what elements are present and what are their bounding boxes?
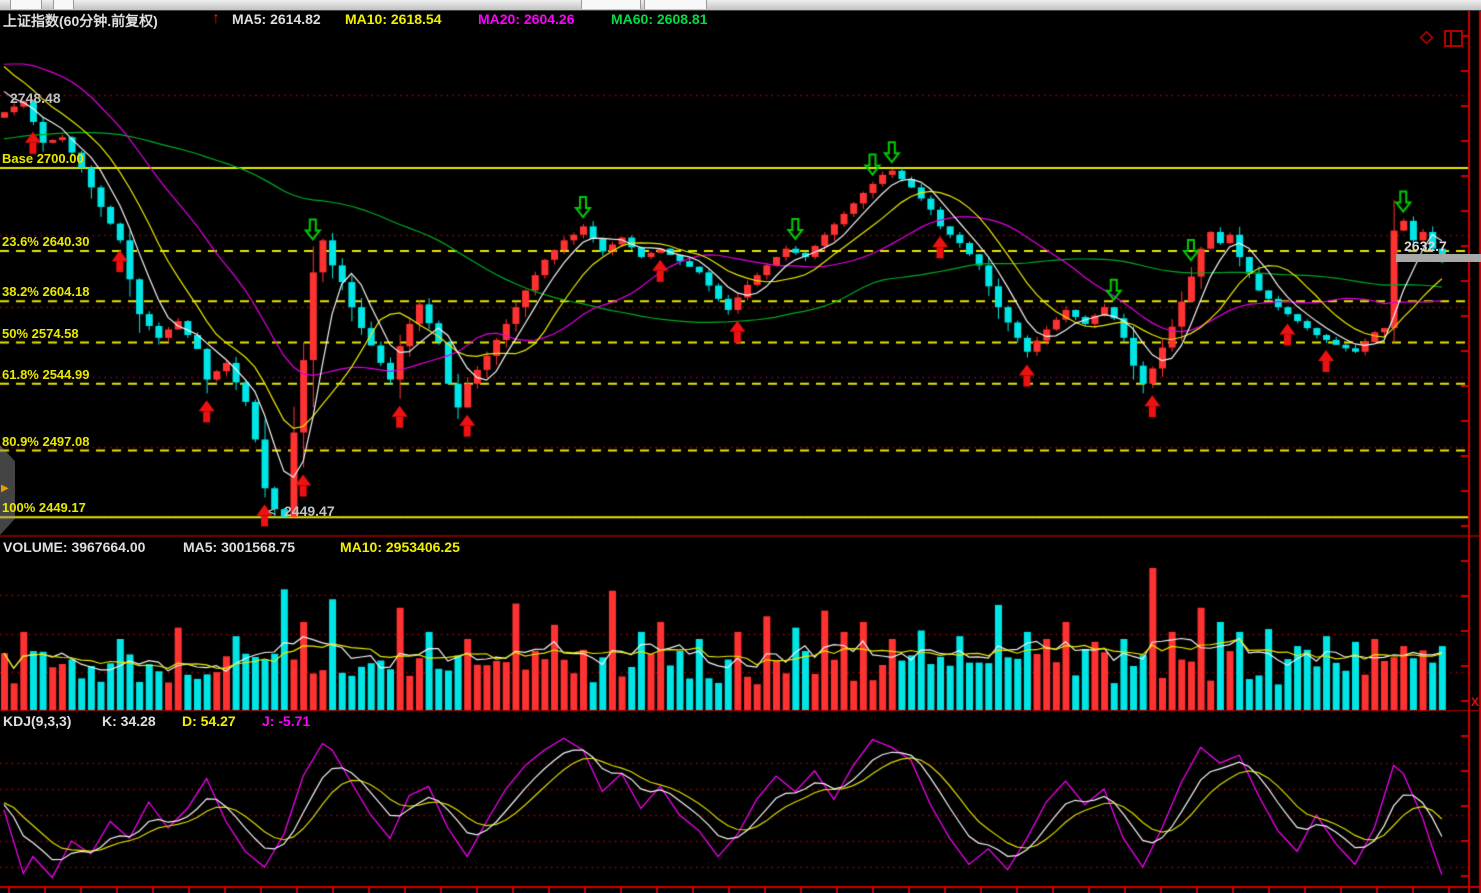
diamond-tool-icon[interactable]: ◇ bbox=[1420, 27, 1434, 46]
instrument-title: 上证指数(60分钟.前复权) bbox=[3, 13, 158, 29]
drawer-handle[interactable]: ▶ bbox=[0, 445, 15, 535]
fib-level-label: 100% 2449.17 bbox=[2, 500, 86, 516]
low-pointer-icon: < bbox=[268, 503, 277, 519]
ma10-value: MA10: 2618.54 bbox=[345, 11, 442, 27]
split-window-bar bbox=[1450, 32, 1452, 45]
volume-value: VOLUME: 3967664.00 bbox=[3, 539, 146, 555]
drawer-expand-icon: ▶ bbox=[1, 483, 9, 494]
window-titlebar-strip[interactable] bbox=[0, 0, 1481, 11]
fib-level-label: 50% 2574.58 bbox=[2, 325, 79, 341]
fib-level-label: Base 2700.00 bbox=[2, 150, 84, 166]
split-window-icon[interactable] bbox=[1444, 30, 1463, 47]
fib-level-label: 61.8% 2544.99 bbox=[2, 366, 90, 382]
kdj-d-value: D: 54.27 bbox=[182, 713, 236, 729]
volume-ma10-value: MA10: 2953406.25 bbox=[340, 539, 460, 555]
titlebar-tab[interactable] bbox=[644, 0, 707, 9]
last-price-tag bbox=[1396, 254, 1481, 262]
close-indicator-button[interactable]: X bbox=[1471, 695, 1480, 709]
titlebar-tab[interactable] bbox=[10, 0, 42, 9]
last-price-label: 2632.7 bbox=[1404, 238, 1447, 254]
fib-level-label: 80.9% 2497.08 bbox=[2, 433, 90, 449]
ma5-value: MA5: 2614.82 bbox=[232, 11, 321, 27]
kdj-title: KDJ(9,3,3) bbox=[3, 713, 72, 729]
fib-high-label: 2748.48 bbox=[10, 90, 61, 106]
kdj-k-value: K: 34.28 bbox=[102, 713, 156, 729]
fib-level-label: 23.6% 2640.30 bbox=[2, 234, 90, 250]
titlebar-tab[interactable] bbox=[581, 0, 641, 9]
volume-ma5-value: MA5: 3001568.75 bbox=[183, 539, 296, 555]
ma60-value: MA60: 2608.81 bbox=[611, 11, 708, 27]
kdj-j-value: J: -5.71 bbox=[262, 713, 311, 729]
up-trend-icon: ↑ bbox=[212, 10, 220, 27]
fib-level-label: 38.2% 2604.18 bbox=[2, 284, 90, 300]
ma20-value: MA20: 2604.26 bbox=[478, 11, 575, 27]
titlebar-tab[interactable] bbox=[53, 0, 74, 9]
fib-low-label: 2449.47 bbox=[284, 503, 335, 519]
